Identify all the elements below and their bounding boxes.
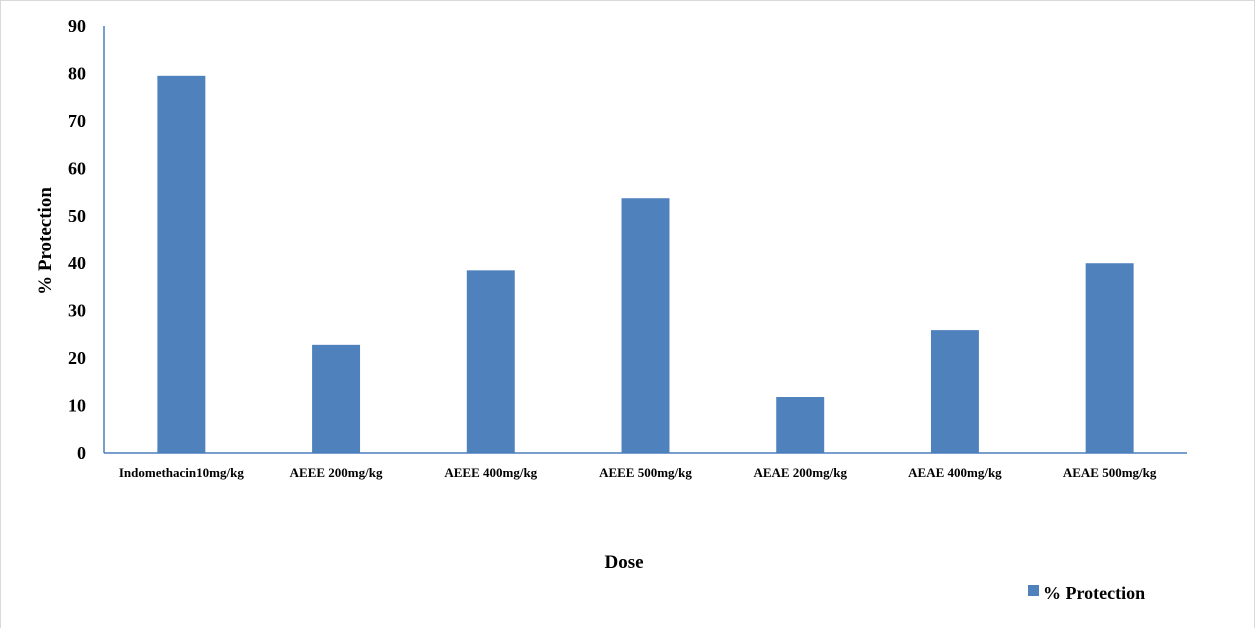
- axes-layer: [103, 26, 1187, 454]
- y-tick-labels: 0 10 20 30 40 50 60 70 80 90: [68, 16, 86, 463]
- legend-swatch: [1028, 585, 1039, 596]
- y-tick-label: 40: [68, 253, 86, 273]
- x-category-label: AEEE 500mg/kg: [599, 465, 692, 480]
- y-tick-label: 0: [77, 443, 86, 463]
- y-tick-label: 60: [68, 158, 86, 178]
- legend-label: % Protection: [1043, 583, 1145, 603]
- x-category-labels: Indomethacin10mg/kg AEEE 200mg/kg AEEE 400…: [119, 465, 1157, 480]
- x-category-label: Indomethacin10mg/kg: [119, 465, 244, 480]
- y-tick-label: 90: [68, 16, 86, 36]
- y-tick-label: 70: [68, 111, 86, 131]
- x-axis-title: Dose: [604, 552, 643, 573]
- legend: % Protection: [1028, 583, 1145, 603]
- x-category-label: AEAE 200mg/kg: [753, 465, 847, 480]
- bar: [621, 198, 670, 453]
- x-category-label: AEAE 500mg/kg: [1063, 465, 1157, 480]
- y-tick-label: 30: [68, 301, 86, 321]
- x-category-label: AEEE 200mg/kg: [290, 465, 383, 480]
- y-axis-title: % Protection: [35, 187, 56, 295]
- bar: [312, 344, 361, 453]
- y-tick-label: 50: [68, 206, 86, 226]
- x-category-label: AEEE 400mg/kg: [444, 465, 537, 480]
- bars-layer: [157, 75, 1134, 454]
- x-category-label: AEAE 400mg/kg: [908, 465, 1002, 480]
- y-tick-label: 20: [68, 348, 86, 368]
- y-tick-label: 80: [68, 63, 86, 83]
- y-tick-label: 10: [68, 396, 86, 416]
- bar: [1085, 263, 1134, 453]
- bar: [776, 397, 825, 453]
- bar: [157, 75, 206, 454]
- bar: [930, 330, 979, 453]
- bar: [466, 270, 515, 453]
